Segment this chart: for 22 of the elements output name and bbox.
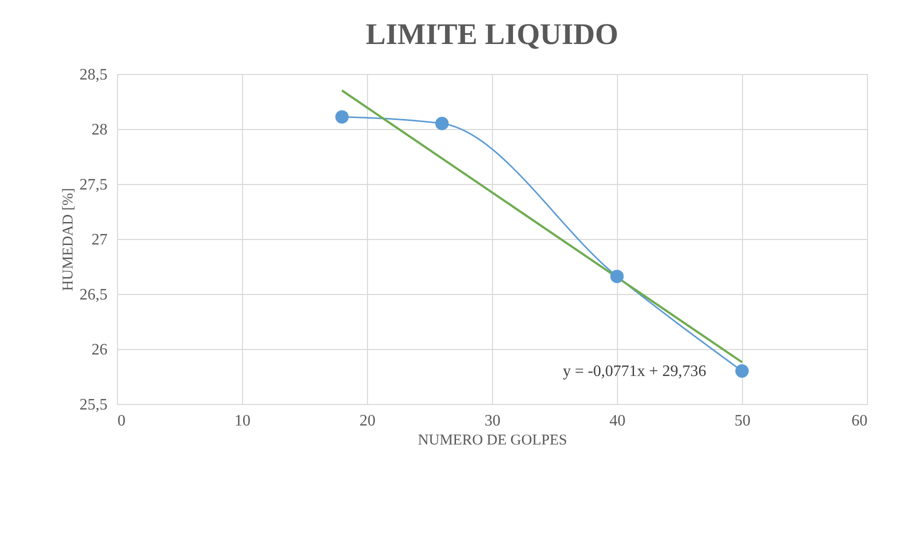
y-tick-label: 28,5: [80, 66, 108, 84]
x-tick-label: 10: [234, 412, 250, 430]
y-tick-label: 27: [92, 232, 108, 248]
x-tick-label: 30: [484, 412, 500, 430]
y-tick-label: 26: [92, 342, 108, 358]
chart-title: LIMITE LIQUIDO: [366, 18, 618, 51]
annotation: y = -0,0771x + 29,736: [562, 363, 706, 380]
point: [435, 116, 449, 130]
x-axis-title: NUMERO DE GOLPES: [418, 432, 568, 448]
x-tick-label: 60: [852, 412, 868, 430]
y-tick-label: 27,5: [80, 176, 108, 194]
y-tick-label: 25,5: [80, 396, 108, 414]
x-tick-label: 40: [610, 412, 626, 430]
point: [610, 270, 624, 284]
x-tick-label: 0: [118, 412, 126, 430]
x-tick-label: 20: [360, 412, 376, 430]
y-tick-label: 26,5: [80, 286, 108, 304]
point: [335, 110, 349, 124]
x-tick-label: 50: [734, 412, 750, 430]
y-tick-label: 28: [92, 122, 108, 138]
y-axis-title: HUMEDAD [%]: [60, 188, 76, 291]
point: [735, 364, 749, 378]
